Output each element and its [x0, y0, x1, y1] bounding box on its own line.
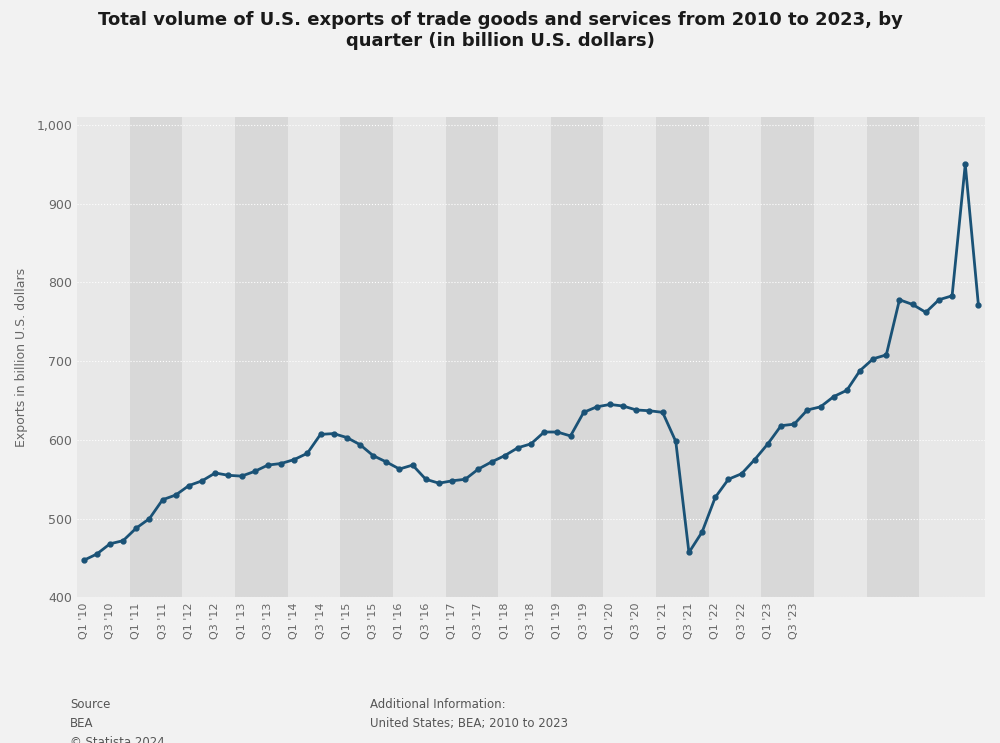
- Bar: [340, 117, 393, 597]
- Text: Source
BEA
© Statista 2024: Source BEA © Statista 2024: [70, 698, 165, 743]
- Bar: [498, 117, 551, 597]
- Bar: [656, 117, 709, 597]
- Bar: [446, 117, 498, 597]
- Text: Additional Information:
United States; BEA; 2010 to 2023: Additional Information: United States; B…: [370, 698, 568, 730]
- Bar: [130, 117, 182, 597]
- Bar: [235, 117, 288, 597]
- Bar: [761, 117, 814, 597]
- Bar: [709, 117, 761, 597]
- Bar: [867, 117, 919, 597]
- Bar: [288, 117, 340, 597]
- Bar: [77, 117, 130, 597]
- Bar: [814, 117, 867, 597]
- Bar: [551, 117, 603, 597]
- Y-axis label: Exports in billion U.S. dollars: Exports in billion U.S. dollars: [15, 267, 28, 447]
- Bar: [182, 117, 235, 597]
- Bar: [603, 117, 656, 597]
- Text: Total volume of U.S. exports of trade goods and services from 2010 to 2023, by
q: Total volume of U.S. exports of trade go…: [98, 11, 902, 50]
- Bar: [393, 117, 446, 597]
- Bar: [919, 117, 972, 597]
